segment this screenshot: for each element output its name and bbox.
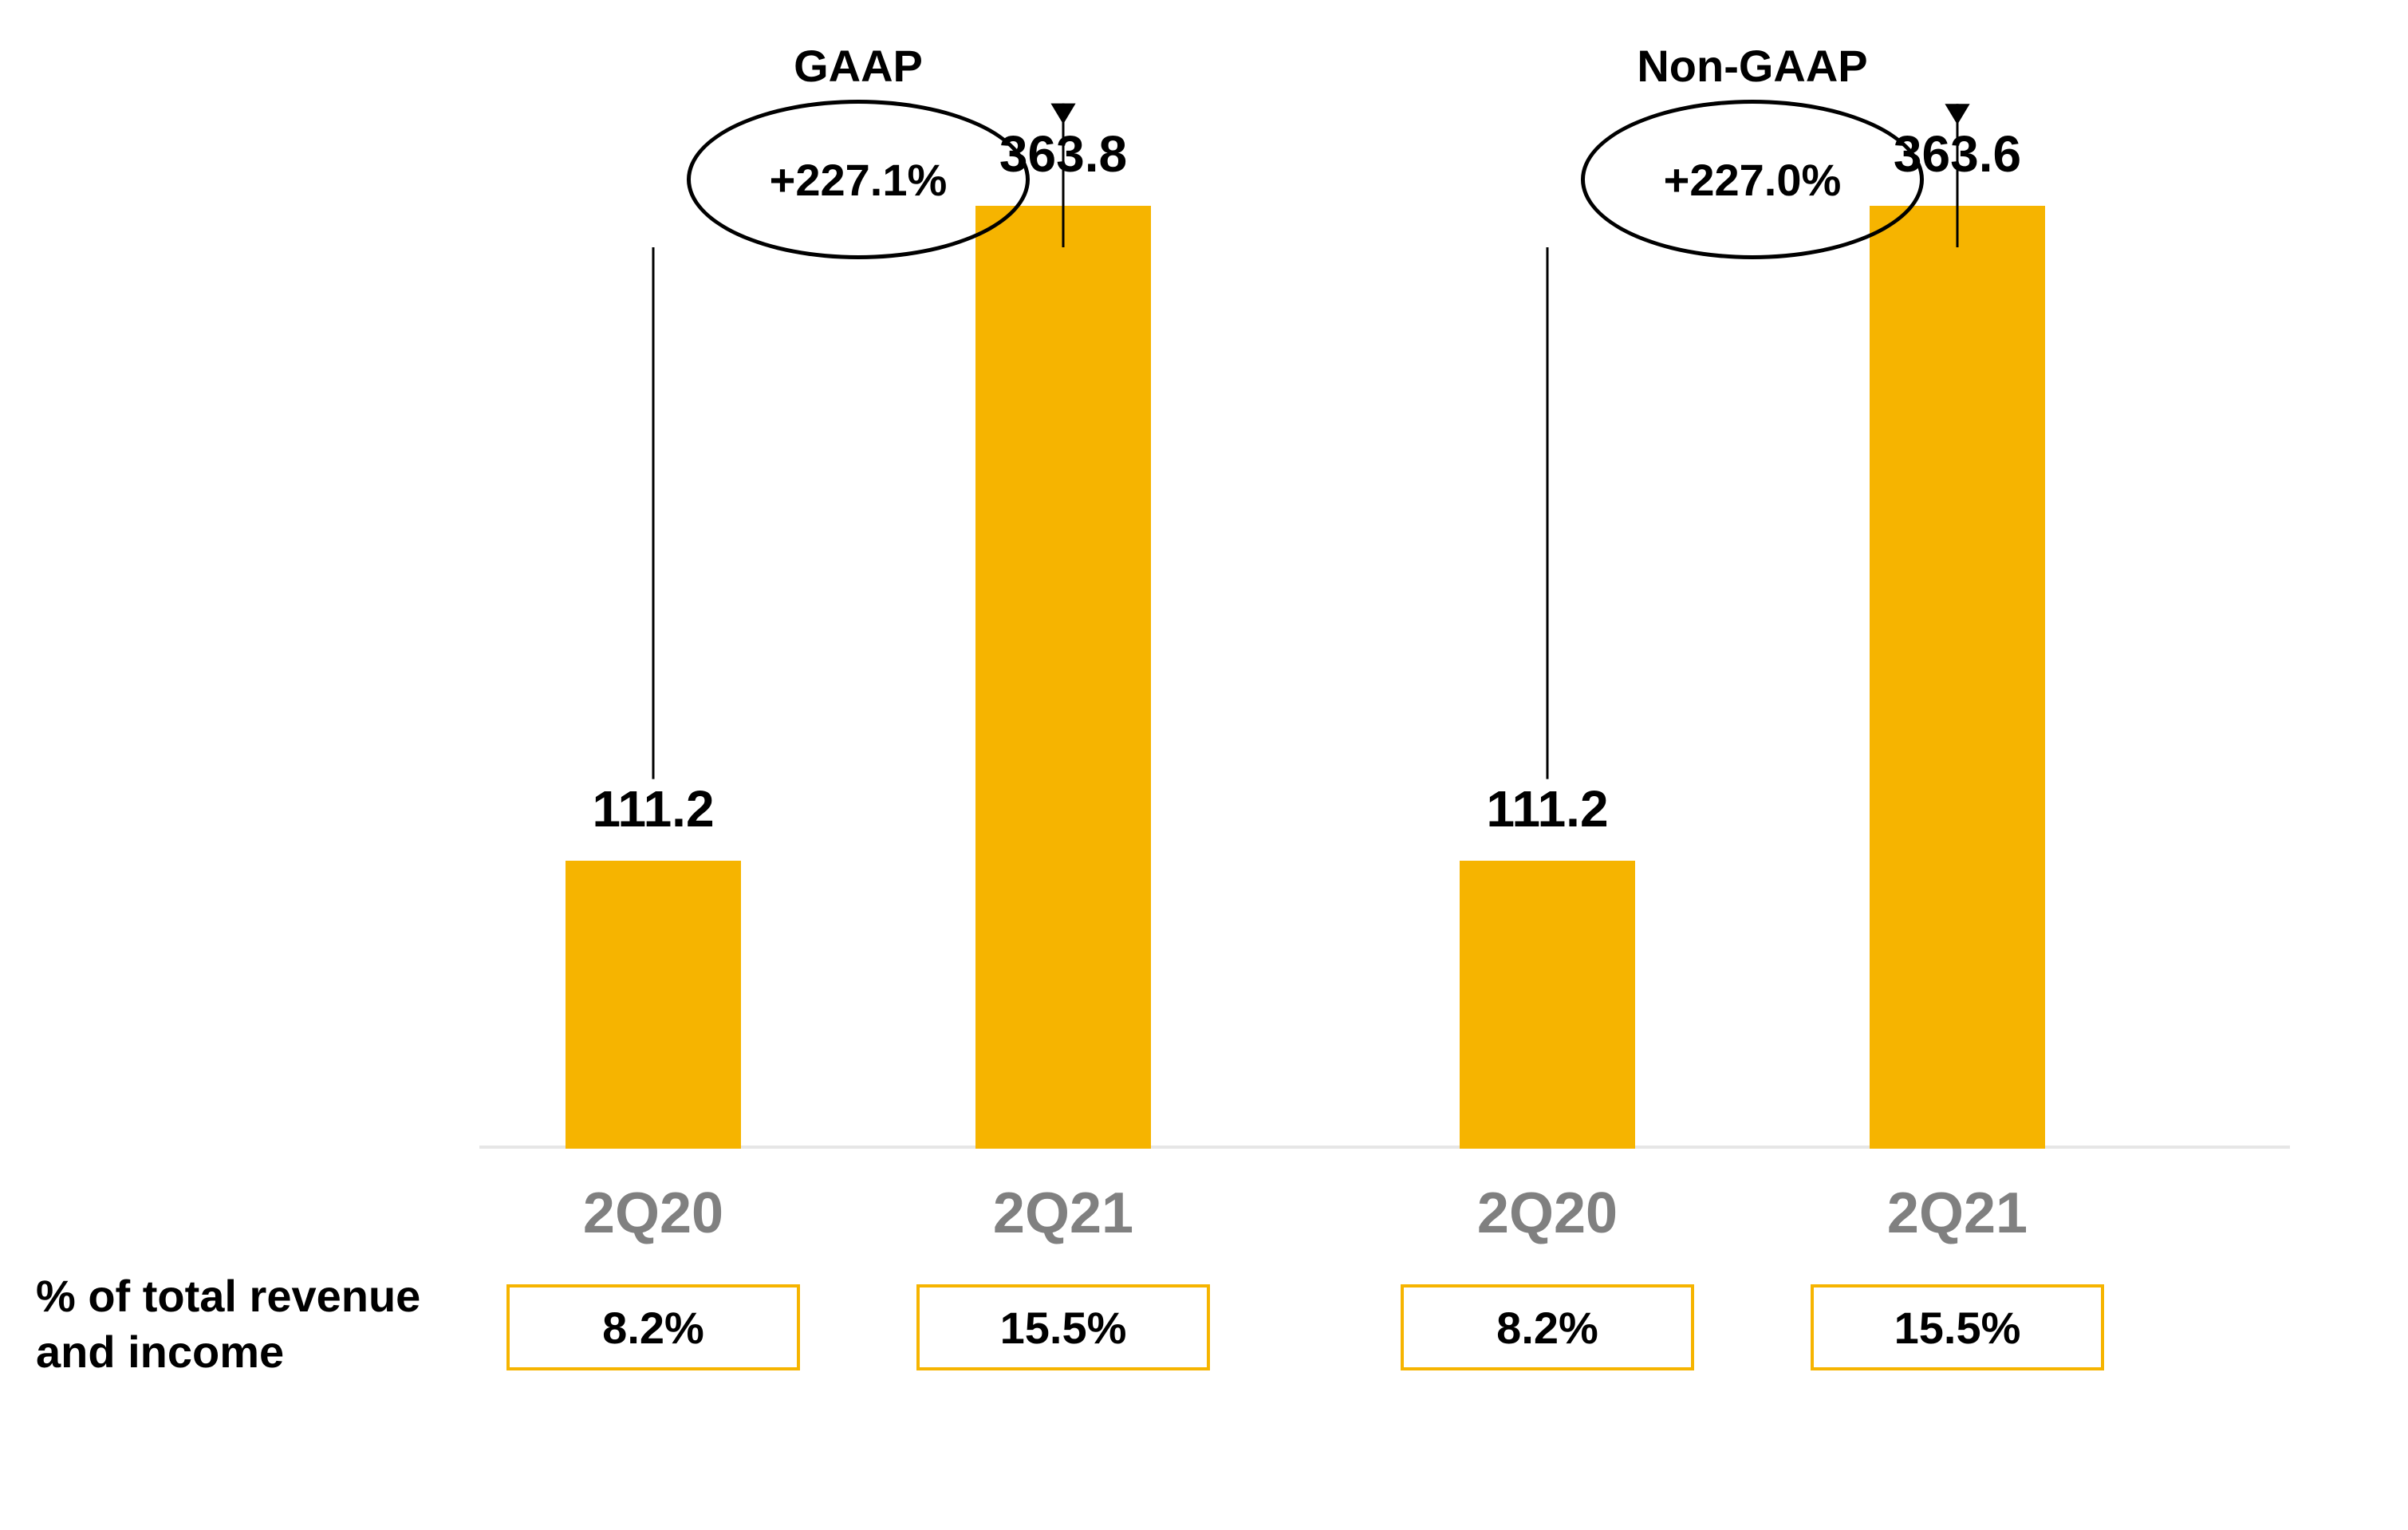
- callout-bracket-nongaap: [0, 0, 2408, 1530]
- chart-container: 111.2363.8111.2363.6 2Q202Q212Q202Q218.2…: [0, 0, 2408, 1530]
